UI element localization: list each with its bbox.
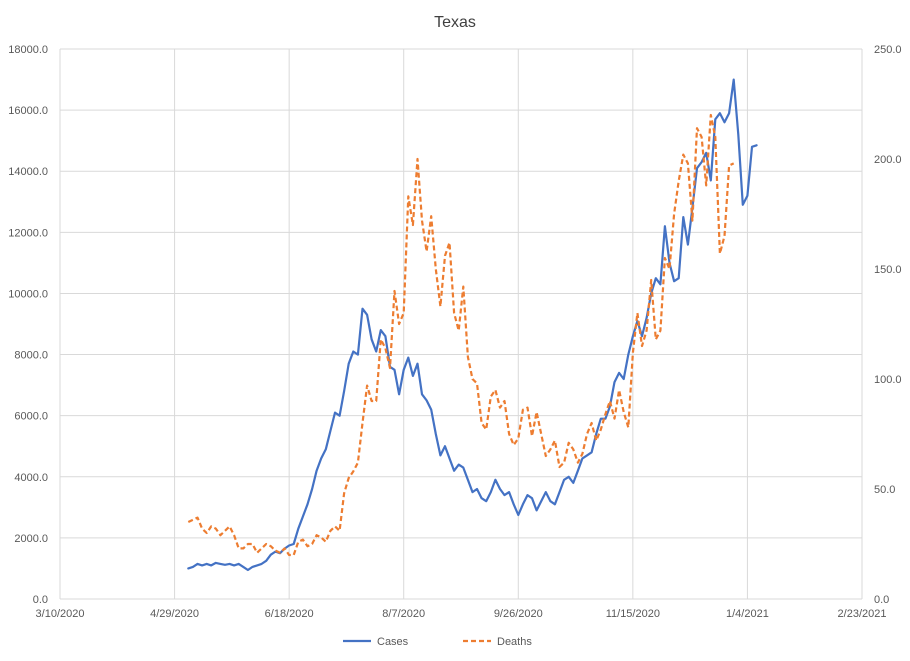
y-right-tick-label: 100.0 (874, 374, 902, 386)
y-right-tick-label: 0.0 (874, 594, 889, 606)
y-left-tick-label: 16000.0 (8, 105, 48, 117)
y-left-tick-label: 12000.0 (8, 227, 48, 239)
gridlines (59, 48, 863, 600)
x-tick-label: 2/23/2021 (838, 608, 887, 620)
y-left-tick-label: 14000.0 (8, 166, 48, 178)
series-line-deaths (187, 113, 735, 557)
legend: Cases Deaths (343, 636, 532, 648)
x-tick-label: 1/4/2021 (726, 608, 769, 620)
x-tick-label: 4/29/2020 (150, 608, 199, 620)
legend-label-deaths: Deaths (497, 636, 532, 648)
y-axis-right-tick-labels: 0.0 50.0 100.0 150.0 200.0 250.0 (874, 44, 902, 606)
x-tick-label: 3/10/2020 (36, 608, 85, 620)
y-right-tick-label: 50.0 (874, 484, 895, 496)
y-left-tick-label: 4000.0 (14, 472, 48, 484)
y-left-tick-label: 10000.0 (8, 288, 48, 300)
y-axis-left-tick-labels: 0.0 2000.0 4000.0 6000.0 8000.0 10000.0 12000.… (8, 44, 48, 606)
y-right-tick-label: 150.0 (874, 264, 902, 276)
chart-title: Texas (434, 14, 476, 31)
y-right-tick-label: 200.0 (874, 154, 902, 166)
y-left-tick-label: 18000.0 (8, 44, 48, 56)
y-left-tick-label: 0.0 (33, 594, 48, 606)
x-tick-label: 8/7/2020 (382, 608, 425, 620)
y-left-tick-label: 8000.0 (14, 350, 48, 362)
x-tick-label: 6/18/2020 (265, 608, 314, 620)
x-axis-tick-labels: 3/10/2020 4/29/2020 6/18/2020 8/7/2020 9/26/… (36, 608, 887, 620)
y-left-tick-label: 2000.0 (14, 533, 48, 545)
series-lines (187, 78, 758, 572)
y-right-tick-label: 250.0 (874, 44, 902, 56)
x-tick-label: 9/26/2020 (494, 608, 543, 620)
legend-label-cases: Cases (377, 636, 409, 648)
x-tick-label: 11/15/2020 (606, 608, 660, 620)
y-left-tick-label: 6000.0 (14, 411, 48, 423)
